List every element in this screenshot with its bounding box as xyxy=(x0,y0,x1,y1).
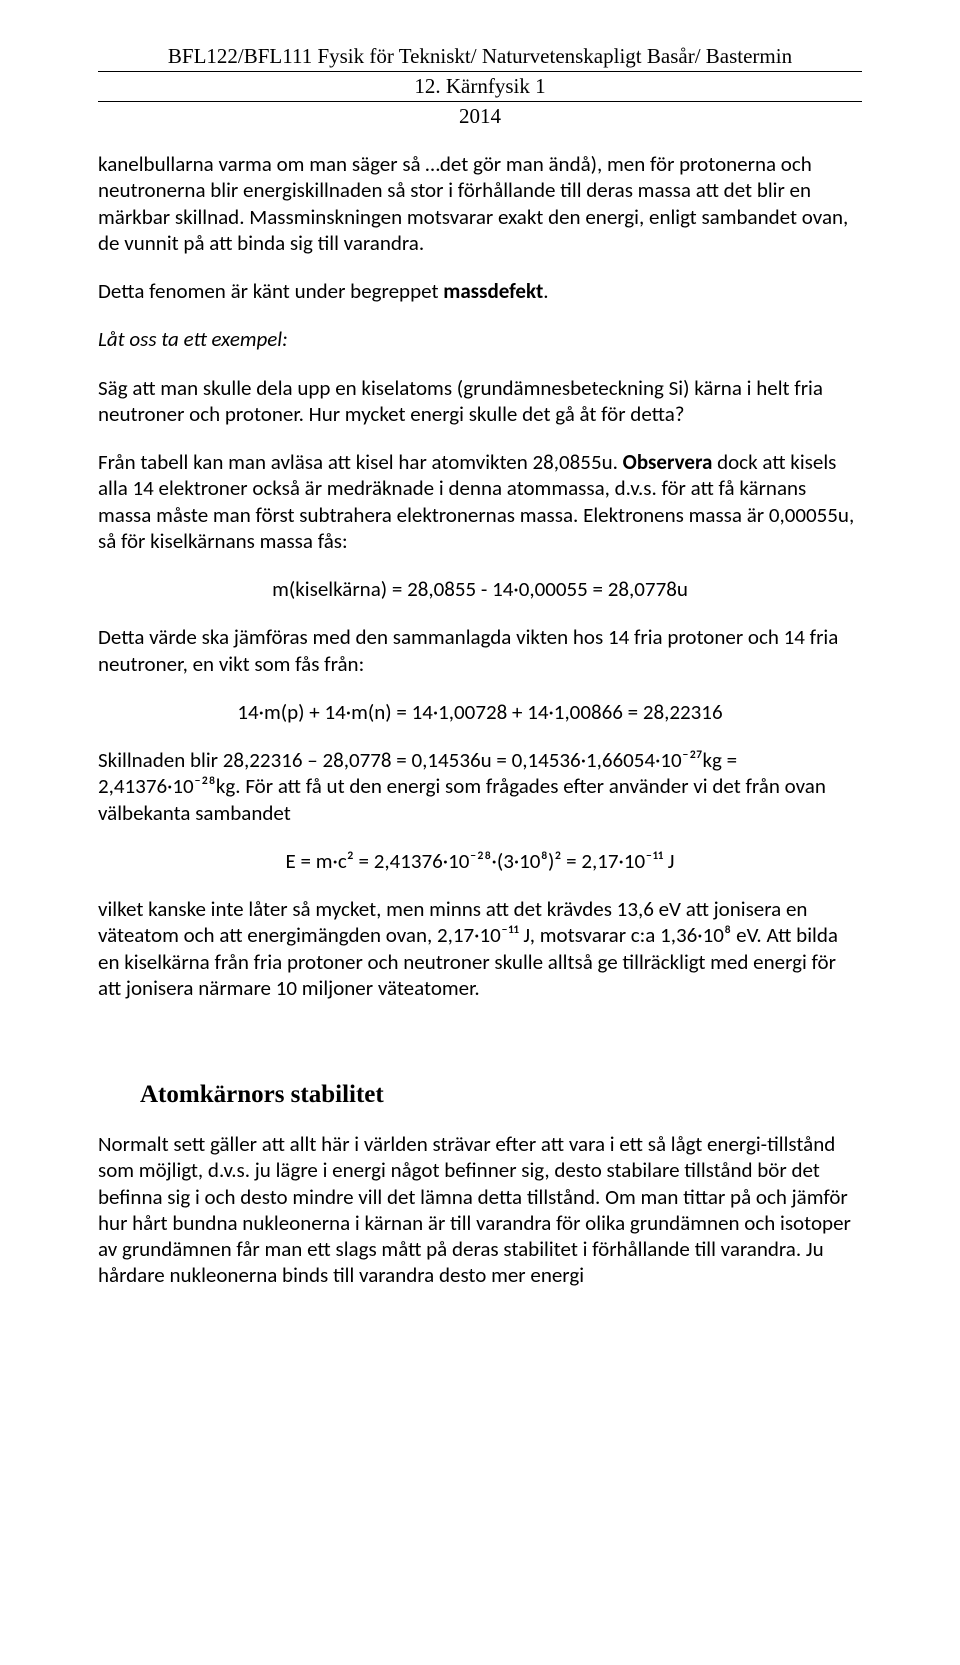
paragraph-stability: Normalt sett gäller att allt här i värld… xyxy=(98,1131,862,1289)
text-fragment: Detta fenomen är känt under begreppet xyxy=(98,278,443,304)
header-line-2: 12. Kärnfysik 1 xyxy=(98,74,862,102)
paragraph-compare: Detta värde ska jämföras med den sammanl… xyxy=(98,624,862,677)
header-year: 2014 xyxy=(98,104,862,129)
paragraph-energy-comment: vilket kanske inte låter så mycket, men … xyxy=(98,896,862,1001)
paragraph-intro: kanelbullarna varma om man säger så …det… xyxy=(98,151,862,256)
equation-kernel-mass: m(kiselkärna) = 28,0855 - 14·0,00055 = 2… xyxy=(98,576,862,602)
equation-free-nucleons: 14·m(p) + 14·m(n) = 14·1,00728 + 14·1,00… xyxy=(98,699,862,725)
paragraph-example-question: Säg att man skulle dela upp en kiselatom… xyxy=(98,375,862,428)
term-observera: Observera xyxy=(623,449,713,475)
document-page: BFL122/BFL111 Fysik för Tekniskt/ Naturv… xyxy=(0,0,960,1665)
paragraph-table-note: Från tabell kan man avläsa att kisel har… xyxy=(98,449,862,554)
paragraph-massdefekt: Detta fenomen är känt under begreppet ma… xyxy=(98,278,862,304)
paragraph-difference: Skillnaden blir 28,22316 – 28,0778 = 0,1… xyxy=(98,747,862,826)
paragraph-example-lead: Låt oss ta ett exempel: xyxy=(98,326,862,352)
text-fragment: Från tabell kan man avläsa att kisel har… xyxy=(98,449,623,475)
section-heading-stability: Atomkärnors stabilitet xyxy=(140,1081,862,1109)
header-line-1: BFL122/BFL111 Fysik för Tekniskt/ Naturv… xyxy=(98,44,862,72)
equation-energy: E = m·c² = 2,41376·10⁻²⁸·(3·10⁸)² = 2,17… xyxy=(98,848,862,874)
text-fragment: . xyxy=(543,278,548,304)
term-massdefekt: massdefekt xyxy=(443,278,543,304)
